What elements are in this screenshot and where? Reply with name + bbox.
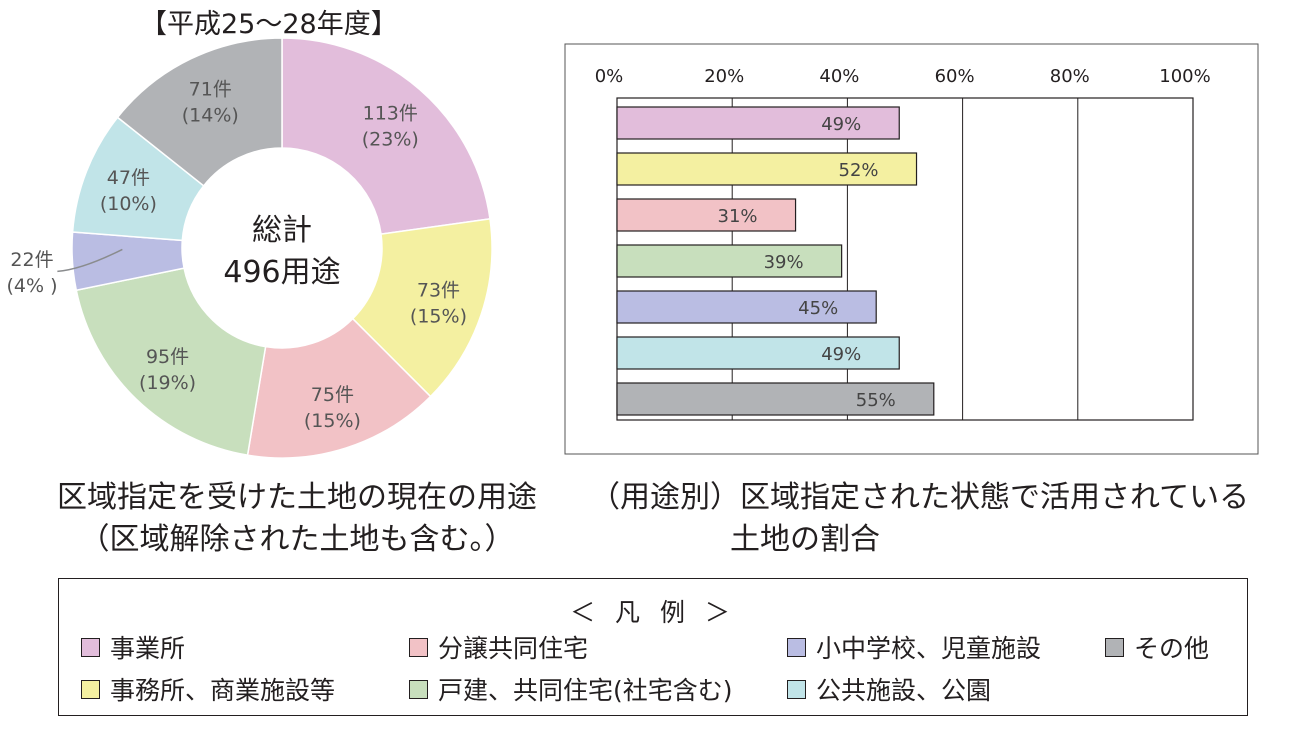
slice-percent-label: (15%) [304,410,361,432]
legend-swatch [409,637,428,657]
bar-value-label: 39% [764,252,804,273]
donut-chart: 113件 (23%) 73件 (15%) 75件 (15%) 95件 (19%) 22件 (4% … [6,37,493,459]
bar-chart: 0% 20% 40% 60% 80% 100% 49% 52% 31% 39% 45% 49% 55% [564,43,1259,455]
donut-center-total: 496用途 [223,255,340,290]
slice-count-label: 113件 [363,102,418,124]
slice-count-label: 75件 [311,384,354,406]
legend-item: 戸建、共同住宅(社宅含む) [409,671,733,707]
legend-swatch [409,679,428,699]
legend-label: 事務所、商業施設等 [110,676,336,705]
bar [616,290,877,324]
legend-label: その他 [1134,634,1210,663]
donut-chart-title: 【平成25～28年度】 [140,9,398,40]
bar [616,382,935,416]
bar-value-label: 45% [798,298,838,319]
bar-caption-line1: （用途別）区域指定された状態で活用されている [590,480,1250,515]
slice-percent-label: (19%) [139,372,196,394]
x-tick-label: 100% [1159,66,1210,87]
donut-slice [75,267,267,457]
legend-label: 事業所 [110,634,186,663]
x-tick-label: 20% [704,66,744,87]
slice-percent-label: (10%) [100,193,157,215]
bar [616,244,843,278]
legend-swatch [81,637,100,657]
legend-label: 戸建、共同住宅(社宅含む) [438,676,733,705]
donut-caption: 区域指定を受けた土地の現在の用途 （区域解除された土地も含む。） [52,477,542,561]
x-tick-label: 40% [819,66,859,87]
legend-label: 公共施設、公園 [816,676,992,705]
legend-item: その他 [1105,629,1209,665]
bar-caption-line2: 土地の割合 [730,522,880,557]
slice-percent-label: (14%) [182,104,239,126]
bar-caption: （用途別）区域指定された状態で活用されている 土地の割合 [590,477,1249,561]
legend-item: 公共施設、公園 [787,671,991,707]
bar [616,152,918,186]
donut-slice [281,37,491,235]
slice-count-label: 71件 [189,78,232,100]
legend-item: 事務所、商業施設等 [81,671,335,707]
slice-count-label: 73件 [417,279,460,301]
slice-percent-label: (23%) [362,128,419,150]
legend-label: 分譲共同住宅 [438,634,589,663]
x-tick-label: 0% [595,66,624,87]
bar-value-label: 55% [856,390,896,411]
slice-count-label: 95件 [146,346,189,368]
slice-count-label: 22件 [10,249,53,271]
bar-value-label: 31% [718,206,758,227]
bar [616,198,797,232]
legend-item: 事業所 [81,629,185,665]
legend-swatch [1105,637,1124,657]
x-tick-label: 60% [935,66,975,87]
donut-slice [351,217,493,398]
slice-percent-label: (4% ) [6,275,57,297]
bar [616,106,900,140]
donut-slice [116,37,283,187]
donut-center-label: 総計 [252,213,312,248]
bar-value-label: 52% [839,160,879,181]
legend-label: 小中学校、児童施設 [816,634,1042,663]
donut-caption-line1: 区域指定を受けた土地の現在の用途 [57,480,537,515]
slice-percent-label: (15%) [410,305,467,327]
bar [616,336,900,370]
donut-slice [246,317,432,459]
legend: ＜ 凡 例 ＞ 事業所 事務所、商業施設等 分譲共同住宅 戸建、共同住宅(社宅含… [58,578,1248,716]
legend-item: 分譲共同住宅 [409,629,588,665]
legend-swatch [81,679,100,699]
bar-value-label: 49% [821,344,861,365]
donut-caption-line2: （区域解除された土地も含む。） [79,522,515,557]
legend-swatch [787,637,806,657]
leader-line [57,248,123,273]
legend-item: 小中学校、児童施設 [787,629,1041,665]
legend-title: ＜ 凡 例 ＞ [570,598,736,627]
slice-count-label: 47件 [107,167,150,189]
legend-swatch [787,679,806,699]
bar-value-label: 49% [821,114,861,135]
x-tick-label: 80% [1050,66,1090,87]
